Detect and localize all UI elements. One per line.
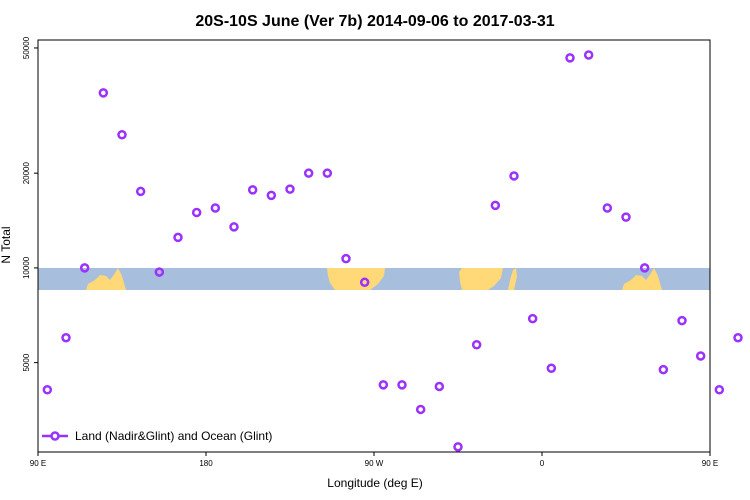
- data-point: [583, 50, 594, 60]
- data-point: [527, 313, 538, 324]
- x-tick-label: 180: [199, 459, 213, 468]
- data-point: [434, 381, 445, 392]
- data-point: [341, 253, 351, 264]
- data-point: [266, 190, 277, 201]
- data-point: [322, 168, 333, 178]
- map-strip: [38, 268, 710, 290]
- data-points: [42, 50, 743, 452]
- data-point: [359, 277, 370, 288]
- data-point: [546, 363, 557, 373]
- data-point: [135, 186, 146, 197]
- x-tick-label: 90 E: [30, 459, 46, 468]
- land-australia-right: [622, 268, 662, 290]
- data-point: [247, 185, 258, 195]
- y-tick-label: 5000: [22, 353, 31, 371]
- plot-frame: [37, 39, 711, 453]
- data-point: [509, 171, 519, 181]
- chart-title: 20S-10S June (Ver 7b) 2014-09-06 to 2017…: [195, 13, 554, 30]
- data-point: [378, 380, 389, 390]
- data-point: [453, 442, 463, 452]
- legend-circle-marker: [50, 431, 60, 441]
- y-tick-label: 10000: [22, 256, 31, 279]
- data-point: [285, 184, 295, 194]
- data-point: [117, 129, 127, 140]
- data-point: [714, 385, 725, 395]
- data-point: [602, 203, 613, 213]
- data-point: [154, 267, 165, 277]
- land-masses: [86, 268, 662, 290]
- x-axis-label: Longitude (deg E): [327, 476, 422, 490]
- data-point: [415, 404, 426, 415]
- y-tick-label: 50000: [22, 36, 31, 59]
- land-america: [327, 268, 385, 290]
- y-axis: 5000 10000 20000 50000: [22, 36, 38, 372]
- land-africa: [459, 268, 503, 290]
- data-point: [565, 53, 575, 63]
- data-point: [639, 263, 650, 273]
- data-point: [303, 168, 314, 178]
- data-point: [677, 315, 687, 326]
- legend: Land (Nadir&Glint) and Ocean (Glint): [42, 429, 272, 443]
- data-point: [79, 263, 90, 273]
- data-point: [173, 232, 183, 243]
- data-point: [191, 207, 202, 218]
- x-tick-label: 90 W: [365, 459, 384, 468]
- data-point: [621, 212, 631, 222]
- data-point: [397, 380, 407, 390]
- x-tick-label: 0: [540, 459, 545, 468]
- data-point: [471, 339, 482, 350]
- land-madagascar: [508, 268, 517, 290]
- data-point: [42, 385, 53, 395]
- data-point: [733, 332, 743, 343]
- land-australia-left: [86, 268, 126, 290]
- data-point: [210, 203, 221, 213]
- data-point: [61, 332, 71, 343]
- legend-entry: Land (Nadir&Glint) and Ocean (Glint): [75, 429, 272, 443]
- data-point: [490, 200, 501, 211]
- data-point: [98, 88, 109, 98]
- data-point: [695, 351, 706, 361]
- y-axis-label: N Total: [0, 226, 13, 263]
- data-point: [229, 222, 239, 232]
- y-tick-label: 20000: [22, 162, 31, 185]
- x-tick-label: 90 E: [702, 459, 718, 468]
- data-point: [658, 364, 669, 375]
- x-axis: 90 E 180 90 W 0 90 E: [30, 452, 718, 468]
